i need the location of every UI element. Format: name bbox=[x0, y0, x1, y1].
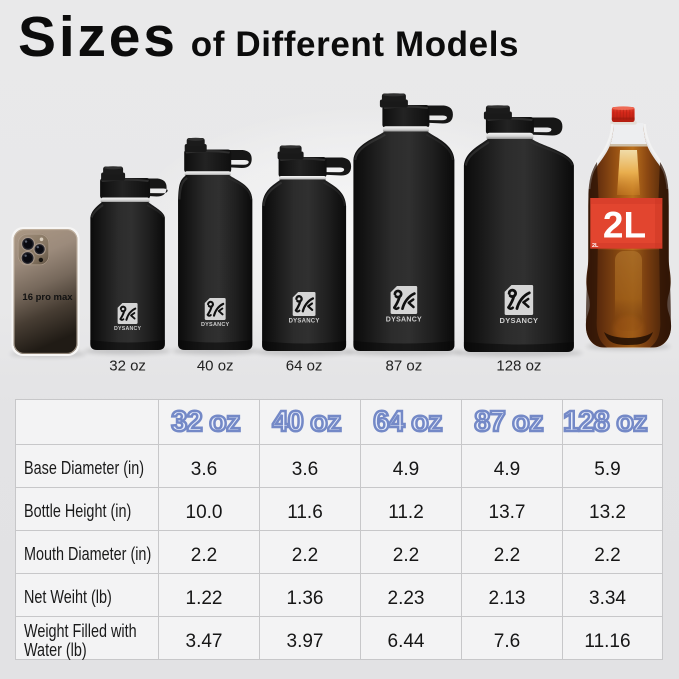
svg-text:40 oz: 40 oz bbox=[197, 358, 234, 375]
svg-text:DYSANCY: DYSANCY bbox=[114, 326, 141, 332]
svg-text:DYSANCY: DYSANCY bbox=[386, 317, 422, 324]
svg-text:2L: 2L bbox=[603, 205, 646, 246]
svg-text:DYSANCY: DYSANCY bbox=[500, 316, 539, 325]
svg-text:87 oz: 87 oz bbox=[386, 358, 423, 375]
svg-text:DYSANCY: DYSANCY bbox=[289, 319, 320, 325]
svg-text:DYSANCY: DYSANCY bbox=[201, 322, 230, 328]
svg-text:16 pro max: 16 pro max bbox=[22, 292, 73, 303]
svg-text:64 oz: 64 oz bbox=[286, 358, 323, 375]
svg-text:128 oz: 128 oz bbox=[496, 358, 541, 375]
svg-text:2L: 2L bbox=[592, 243, 599, 249]
svg-text:32 oz: 32 oz bbox=[109, 358, 146, 375]
